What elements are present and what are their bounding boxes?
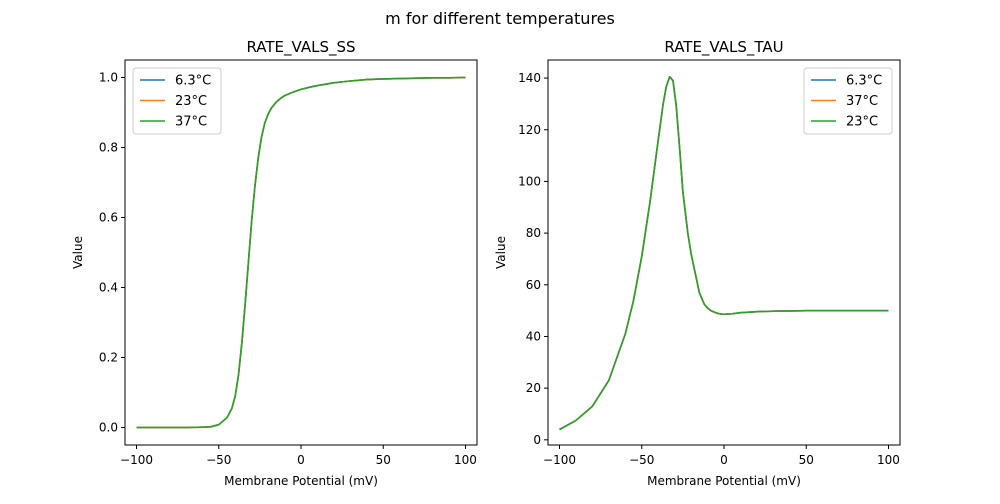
y-tick-label: 0.8 (99, 141, 118, 155)
legend: 6.3°C 23°C 37°C (132, 67, 222, 135)
y-tick-label: 40 (526, 329, 541, 343)
y-tick-label: 20 (526, 381, 541, 395)
legend-label: 23°C (846, 115, 878, 130)
subplot-title: RATE_VALS_TAU (664, 38, 783, 57)
x-tick-label: −100 (120, 453, 153, 467)
y-tick-label: 120 (518, 123, 541, 137)
x-tick-label: 100 (877, 453, 900, 467)
legend-box (132, 67, 222, 135)
legend-label: 37°C (846, 94, 878, 109)
y-tick-label: 100 (518, 174, 541, 188)
y-tick-label: 1.0 (99, 71, 118, 85)
x-tick-label: 50 (376, 453, 391, 467)
x-axis-label: Membrane Potential (mV) (224, 474, 378, 488)
x-tick-label: 0 (297, 453, 305, 467)
series-line (136, 76, 466, 429)
y-axis-label: Value (71, 236, 85, 269)
legend-label: 37°C (175, 115, 207, 130)
y-tick-label: 140 (518, 71, 541, 85)
subplot-tau: RATE_VALS_TAU −100 −50 0 50 100 0 20 40 60 80 100 12… (494, 38, 901, 488)
legend-box (803, 67, 893, 135)
legend-label: 6.3°C (175, 74, 211, 89)
x-tick-label: −50 (629, 453, 654, 467)
y-tick-label: 60 (526, 278, 541, 292)
subplot-ss: RATE_VALS_SS −100 −50 0 50 100 0.0 0.2 0.4 0.6 0.8… (71, 38, 478, 488)
subplot-title: RATE_VALS_SS (246, 38, 355, 57)
x-tick-label: 50 (799, 453, 814, 467)
x-tick-label: −100 (543, 453, 576, 467)
legend-label: 6.3°C (846, 74, 882, 89)
y-axis-label: Value (494, 236, 508, 269)
legend: 6.3°C 37°C 23°C (803, 67, 893, 135)
y-tick-label: 0 (533, 433, 541, 447)
x-tick-label: 100 (454, 453, 477, 467)
y-tick-label: 80 (526, 226, 541, 240)
legend-label: 23°C (175, 94, 207, 109)
y-tick-label: 0.0 (99, 421, 118, 435)
y-tick-label: 0.6 (99, 211, 118, 225)
series-line (559, 76, 889, 431)
x-axis-label: Membrane Potential (mV) (647, 474, 801, 488)
x-tick-label: 0 (720, 453, 728, 467)
figure-title: m for different temperatures (385, 9, 615, 28)
x-tick-label: −50 (206, 453, 231, 467)
y-tick-label: 0.4 (99, 281, 118, 295)
y-tick-label: 0.2 (99, 351, 118, 365)
